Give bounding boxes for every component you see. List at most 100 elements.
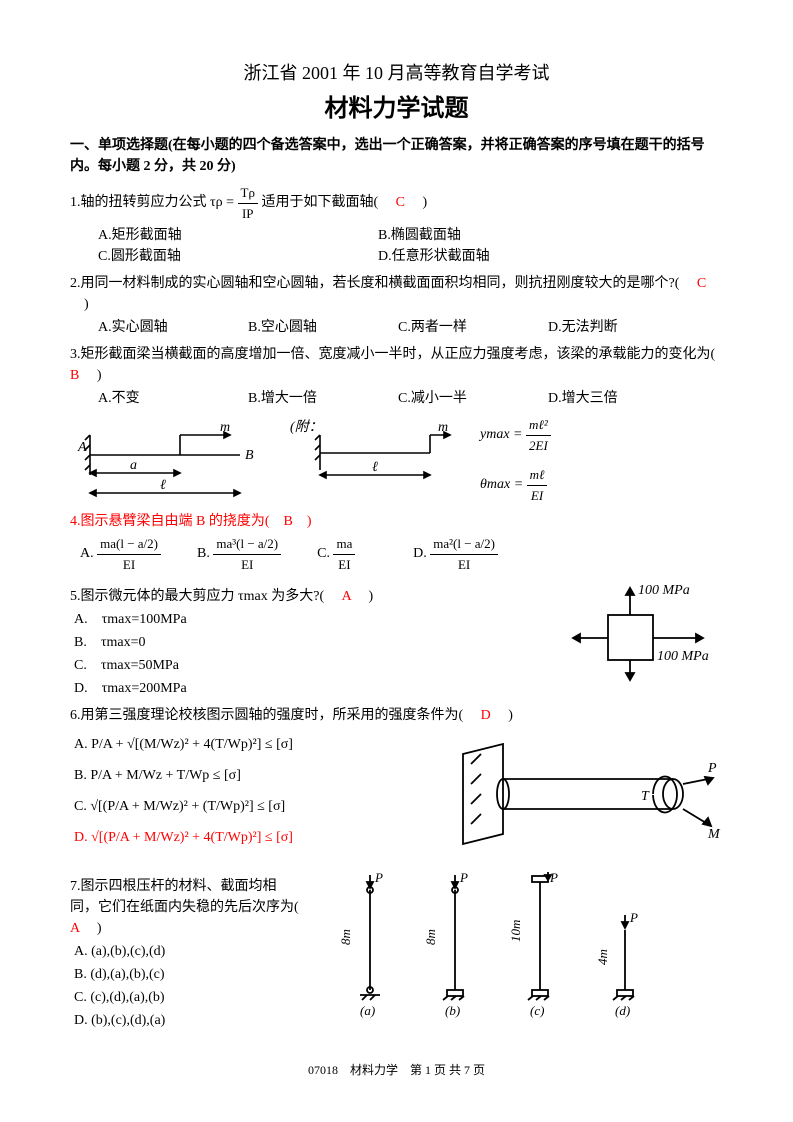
- q4C-den: EI: [333, 555, 355, 575]
- q1-frac-num: Tρ: [238, 183, 258, 204]
- q6-opt-C: C. √[(P/A + M/Wz)² + (T/Wp)²] ≤ [σ]: [74, 796, 433, 817]
- q1-opt-C: C.圆形截面轴: [98, 246, 378, 267]
- svg-text:A: A: [77, 440, 87, 455]
- q7-options: A. (a),(b),(c),(d) B. (d),(a),(b),(c) C.…: [74, 941, 300, 1031]
- svg-text:P: P: [459, 870, 468, 885]
- svg-text:m: m: [220, 420, 230, 435]
- q1: 1.轴的扭转剪应力公式 τρ = Tρ IP 适用于如下截面轴( C ): [70, 183, 723, 223]
- q3-stem: 3.矩形截面梁当横截面的高度增加一倍、宽度减小一半时，从正应力强度考虑，该梁的承…: [70, 347, 729, 362]
- svg-text:100 MPa: 100 MPa: [657, 649, 709, 664]
- q3-opt-B: B.增大一倍: [248, 388, 398, 409]
- q7-stem-end: ): [83, 921, 102, 936]
- q2-opt-B: B.空心圆轴: [248, 317, 398, 338]
- q1-stem-pre: 1.轴的扭转剪应力公式 τρ =: [70, 195, 238, 210]
- q4B-pre: B.: [197, 546, 213, 561]
- q3-thmax-label: θmax =: [480, 477, 523, 492]
- q1-answer: C: [396, 195, 405, 210]
- svg-text:P: P: [707, 761, 717, 776]
- q5: 5.图示微元体的最大剪应力 τmax 为多大?( A ): [70, 586, 533, 607]
- exam-header-line1: 浙江省 2001 年 10 月高等教育自学考试: [70, 60, 723, 87]
- svg-text:8m: 8m: [423, 929, 438, 945]
- q3-beam-hint-icon: (附： m ℓ: [290, 415, 460, 505]
- q1-stem-end: ): [408, 195, 427, 210]
- q2-answer: C: [697, 276, 706, 291]
- q4D-pre: D.: [413, 546, 430, 561]
- q4-opt-A: A. ma(l − a/2)EI: [80, 534, 167, 574]
- q7: 7.图示四根压杆的材料、截面均相同，它们在纸面内失稳的先后次序为( A ): [70, 876, 300, 939]
- q6-options: A. P/A + √[(M/Wz)² + 4(T/Wp)²] ≤ [σ] B. …: [74, 734, 433, 848]
- svg-text:4m: 4m: [595, 949, 610, 965]
- svg-text:a: a: [130, 458, 137, 473]
- q6-row: A. P/A + √[(M/Wz)² + 4(T/Wp)²] ≤ [σ] B. …: [70, 734, 723, 864]
- q7-opt-A: A. (a),(b),(c),(d): [74, 941, 300, 962]
- svg-text:(附：: (附：: [290, 419, 323, 435]
- q4C-pre: C.: [317, 546, 333, 561]
- q1-formula-frac: Tρ IP: [238, 183, 258, 223]
- svg-text:T: T: [641, 789, 650, 804]
- q7-answer: A: [70, 921, 79, 936]
- q5-opt-A: A. τmax=100MPa: [74, 609, 533, 630]
- q3-opt-C: C.减小一半: [398, 388, 548, 409]
- q3-ymax-num: mℓ²: [526, 415, 551, 436]
- q3-ymax: ymax = mℓ²2EI: [480, 415, 551, 455]
- q4-opt-C: C. maEI: [317, 534, 383, 574]
- q4-opt-D: D. ma²(l − a/2)EI: [413, 534, 504, 574]
- q4-opt-B: B. ma³(l − a/2)EI: [197, 534, 287, 574]
- q3-options: A.不变 B.增大一倍 C.减小一半 D.增大三倍: [98, 388, 723, 409]
- q4-options: A. ma(l − a/2)EI B. ma³(l − a/2)EI C. ma…: [80, 534, 723, 574]
- q6-stem: 6.用第三强度理论校核图示圆轴的强度时，所采用的强度条件为(: [70, 708, 477, 723]
- q5-row: 5.图示微元体的最大剪应力 τmax 为多大?( A ) A. τmax=100…: [70, 580, 723, 728]
- q5-opt-B: B. τmax=0: [74, 632, 533, 653]
- svg-text:P: P: [374, 870, 383, 885]
- q2-opt-D: D.无法判断: [548, 317, 698, 338]
- q4D-num: ma²(l − a/2): [430, 534, 498, 555]
- q3-opt-D: D.增大三倍: [548, 388, 698, 409]
- q5-opt-D: D. τmax=200MPa: [74, 678, 533, 699]
- q4A-num: ma(l − a/2): [97, 534, 161, 555]
- q2: 2.用同一材料制成的实心圆轴和空心圆轴，若长度和横截面面积均相同，则抗扭刚度较大…: [70, 273, 723, 315]
- q3: 3.矩形截面梁当横截面的高度增加一倍、宽度减小一半时，从正应力强度考虑，该梁的承…: [70, 344, 723, 386]
- q1-opt-B: B.椭圆截面轴: [378, 225, 548, 246]
- svg-text:B: B: [245, 448, 254, 463]
- page-footer: 07018 材料力学 第 1 页 共 7 页: [70, 1061, 723, 1079]
- q1-opt-A: A.矩形截面轴: [98, 225, 378, 246]
- q1-opt-D: D.任意形状截面轴: [378, 246, 548, 267]
- svg-text:10m: 10m: [508, 920, 523, 942]
- q4D-den: EI: [430, 555, 498, 575]
- svg-text:(a): (a): [360, 1003, 375, 1018]
- q1-frac-den: IP: [238, 204, 258, 224]
- q7-row: 7.图示四根压杆的材料、截面均相同，它们在纸面内失稳的先后次序为( A ) A.…: [70, 870, 723, 1031]
- q3-hint-formulas: ymax = mℓ²2EI θmax = mℓEI: [480, 415, 551, 505]
- q5-answer: A: [342, 589, 351, 604]
- q5-opt-C: C. τmax=50MPa: [74, 655, 533, 676]
- q6-opt-A: A. P/A + √[(M/Wz)² + 4(T/Wp)²] ≤ [σ]: [74, 734, 433, 755]
- q4: 4.图示悬臂梁自由端 B 的挠度为( B ): [70, 511, 723, 532]
- svg-text:M: M: [707, 827, 721, 842]
- q6-answer: D: [481, 708, 491, 723]
- q3-figure-row: A B m a ℓ (附： m ℓ ymax: [70, 415, 723, 505]
- svg-text:(d): (d): [615, 1003, 630, 1018]
- svg-text:P: P: [629, 910, 638, 925]
- q3-opt-A: A.不变: [98, 388, 248, 409]
- q3-thmax-den: EI: [527, 486, 548, 506]
- q2-stem: 2.用同一材料制成的实心圆轴和空心圆轴，若长度和横截面面积均相同，则抗扭刚度较大…: [70, 276, 693, 291]
- q7-columns-icon: P 8m (a) P 8m (b) P: [320, 870, 680, 1020]
- svg-text:100 MPa: 100 MPa: [638, 583, 690, 598]
- q2-stem-end: ): [70, 297, 89, 312]
- q3-stem-end: ): [83, 368, 102, 383]
- q4A-pre: A.: [80, 546, 97, 561]
- q3-thmax-num: mℓ: [527, 465, 548, 486]
- q5-element-icon: 100 MPa 100 MPa: [553, 580, 723, 690]
- q4B-den: EI: [213, 555, 281, 575]
- q6-opt-B: B. P/A + M/Wz + T/Wp ≤ [σ]: [74, 765, 433, 786]
- q4B-num: ma³(l − a/2): [213, 534, 281, 555]
- q7-stem: 7.图示四根压杆的材料、截面均相同，它们在纸面内失稳的先后次序为(: [70, 879, 313, 915]
- q6: 6.用第三强度理论校核图示圆轴的强度时，所采用的强度条件为( D ): [70, 705, 533, 726]
- q3-thmax: θmax = mℓEI: [480, 465, 551, 505]
- q5-stem-end: ): [354, 589, 373, 604]
- q3-beam-left-icon: A B m a ℓ: [70, 415, 270, 505]
- q5-stem: 5.图示微元体的最大剪应力 τmax 为多大?(: [70, 589, 338, 604]
- q7-opt-B: B. (d),(a),(b),(c): [74, 964, 300, 985]
- q3-ymax-label: ymax =: [480, 427, 523, 442]
- q1-options-grid: A.矩形截面轴 B.椭圆截面轴 C.圆形截面轴 D.任意形状截面轴: [98, 225, 723, 267]
